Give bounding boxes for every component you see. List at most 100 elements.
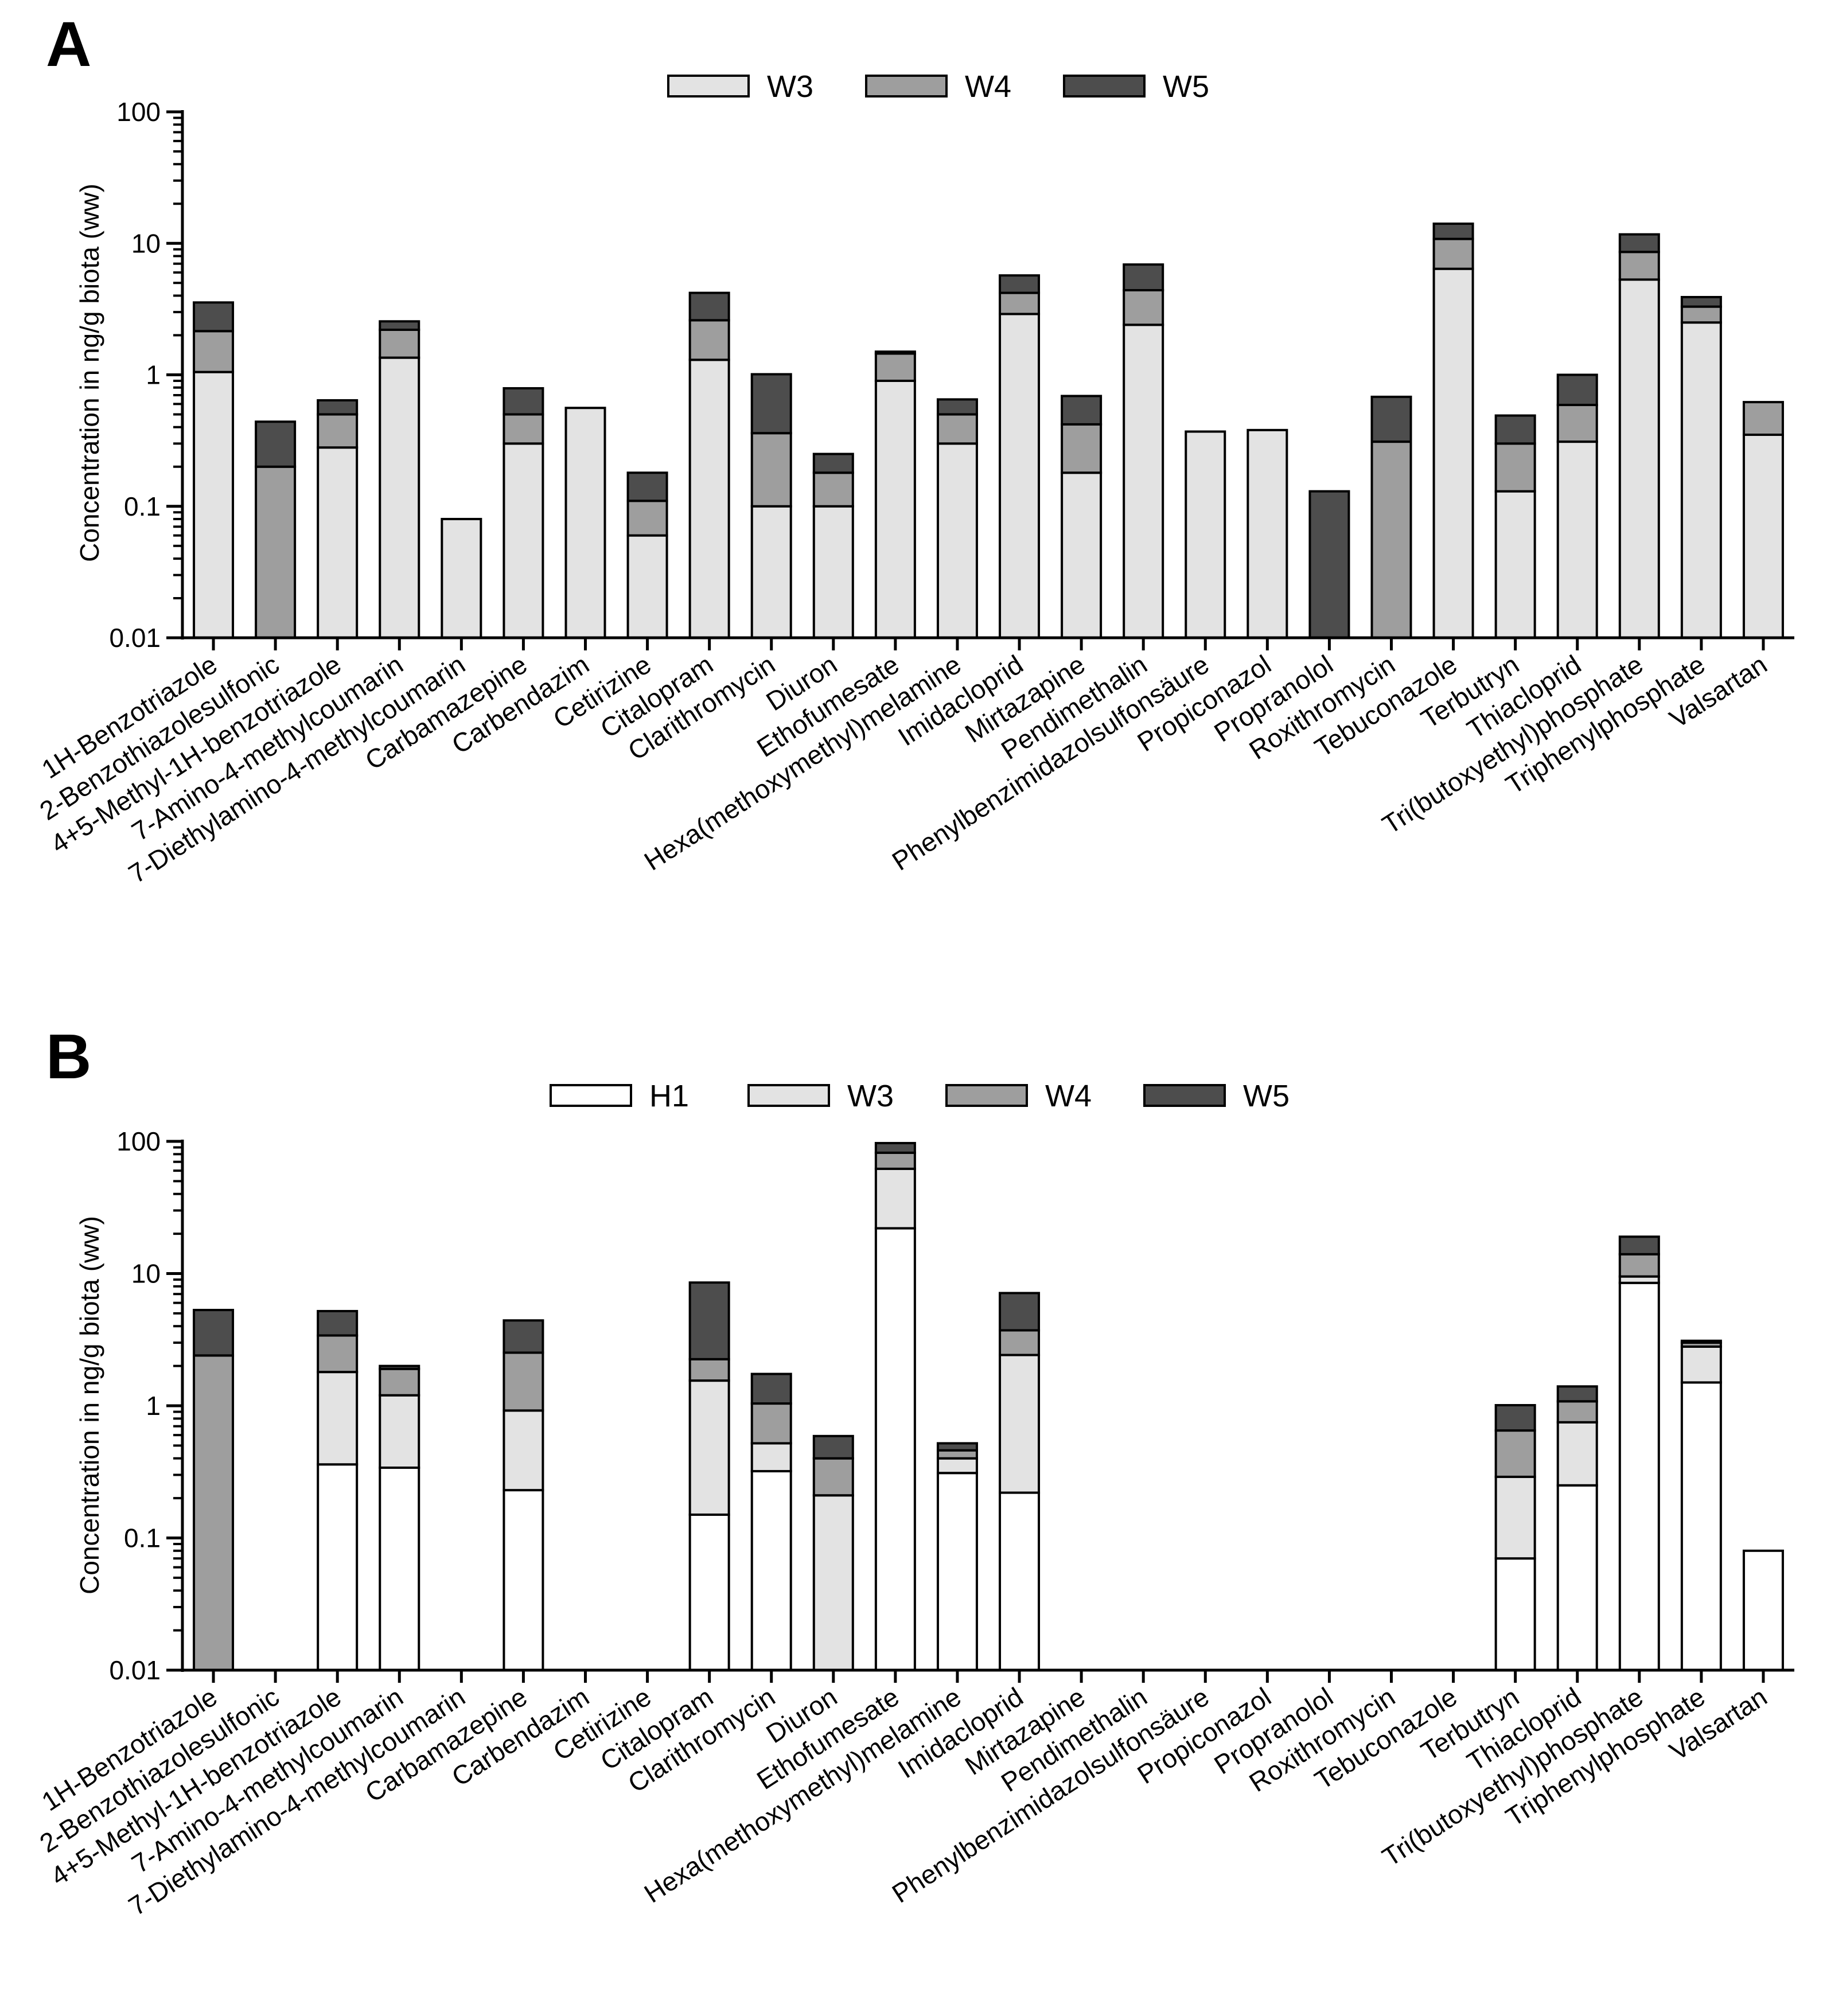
axes-a xyxy=(181,110,1794,650)
pb-bar-ethofumesate-w5 xyxy=(874,1142,916,1154)
pa-bar-carbamazepine-w5 xyxy=(503,387,544,416)
pb-bar-diuron-w4 xyxy=(812,1457,854,1497)
pa-bar-1h-benzotriazole-w3 xyxy=(193,371,235,639)
pa-bar-tebuconazole-w5 xyxy=(1432,223,1474,240)
pb-bar-clarithromycin-w5 xyxy=(750,1372,792,1405)
pb-bar-4-5-methyl-1h-benzotriazole-w5 xyxy=(317,1309,359,1337)
category-labels-a: 1H-Benzotriazole2-Benzothiazolesulfonic4… xyxy=(34,649,1773,889)
pa-bar-cetirizine-w4 xyxy=(626,500,668,537)
legend-b: H1 W3 W4 W5 xyxy=(550,1079,1290,1113)
pa-bar-4-5-methyl-1h-benzotriazole-w3 xyxy=(317,446,359,639)
pa-y-tick-label: 100 xyxy=(116,97,161,127)
pa-bar-tri-butoxyethyl-phosphate-w5 xyxy=(1618,233,1660,254)
pa-bar-thiacloprid-w4 xyxy=(1556,404,1598,443)
pa-bar-triphenylphosphate-w3 xyxy=(1680,321,1722,639)
pa-bar-1h-benzotriazole-w4 xyxy=(193,330,235,373)
pb-bar-thiacloprid-w3 xyxy=(1556,1421,1598,1487)
pa-bar-diuron-w3 xyxy=(812,505,854,639)
pb-bar-thiacloprid-w4 xyxy=(1556,1400,1598,1424)
pa-legend-label-w5: W5 xyxy=(1163,69,1209,104)
pa-bar-propranolol-w5 xyxy=(1308,490,1350,639)
pa-bar-terbutryn-w5 xyxy=(1494,414,1536,445)
pa-bar-terbutryn-w4 xyxy=(1494,442,1536,493)
pb-bar-carbamazepine-w3 xyxy=(503,1409,544,1492)
pa-bar-cetirizine-w5 xyxy=(626,471,668,502)
panel-letter-b: B xyxy=(46,1021,91,1092)
pa-bar-imidacloprid-w4 xyxy=(999,291,1041,315)
pa-bar-roxithromycin-w4 xyxy=(1370,440,1412,639)
pb-bar-7-amino-4-methylcoumarin-w4 xyxy=(379,1367,420,1397)
pb-y-tick-label: 100 xyxy=(116,1126,161,1156)
pb-bar-hexa-methoxymethyl-melamine-w5 xyxy=(936,1442,978,1452)
pa-legend-label-w3: W3 xyxy=(767,69,813,104)
pb-bar-4-5-methyl-1h-benzotriazole-w3 xyxy=(317,1371,359,1466)
pb-bar-carbamazepine-w4 xyxy=(503,1351,544,1412)
pa-bar-thiacloprid-w3 xyxy=(1556,440,1598,639)
panel-a: A W3 W4 W5 Concentration in ng/g biota (ww… xyxy=(34,9,1794,889)
pa-bar-tri-butoxyethyl-phosphate-w4 xyxy=(1618,251,1660,281)
panel-b: B H1 W3 W4 W5 Concentration in ng/g biota (… xyxy=(34,1021,1794,1921)
pa-bar-pendimethalin-w5 xyxy=(1123,263,1164,291)
pb-bar-terbutryn-w4 xyxy=(1494,1429,1536,1478)
pb-bar-hexa-methoxymethyl-melamine-w3 xyxy=(936,1457,978,1475)
pa-bar-citalopram-w5 xyxy=(688,291,730,322)
pb-bar-clarithromycin-w3 xyxy=(750,1442,792,1473)
pb-legend-swatch-w5 xyxy=(1143,1084,1226,1107)
pa-bar-tri-butoxyethyl-phosphate-w3 xyxy=(1618,278,1660,639)
pb-bar-imidacloprid-h1 xyxy=(999,1491,1041,1671)
pa-bar-ethofumesate-w3 xyxy=(874,379,916,639)
pa-bar-hexa-methoxymethyl-melamine-w5 xyxy=(936,398,978,416)
pa-bar-carbamazepine-w4 xyxy=(503,413,544,445)
pb-bar-citalopram-w5 xyxy=(688,1281,730,1360)
pa-bar-phenylbenzimidazolsulfons-ure-w3 xyxy=(1185,430,1226,639)
pa-bar-7-amino-4-methylcoumarin-w4 xyxy=(379,328,420,359)
pb-legend-swatch-h1 xyxy=(550,1084,632,1107)
pb-y-tick-label: 10 xyxy=(131,1259,161,1289)
pa-bar-mirtazapine-w4 xyxy=(1061,423,1103,474)
pb-legend-label-w5: W5 xyxy=(1243,1079,1290,1113)
pa-bar-triphenylphosphate-w5 xyxy=(1680,295,1722,308)
pb-bar-valsartan-h1 xyxy=(1742,1549,1784,1671)
pa-bar-7-amino-4-methylcoumarin-w3 xyxy=(379,356,420,639)
pa-bar-clarithromycin-w5 xyxy=(750,373,792,435)
pa-bar-pendimethalin-w4 xyxy=(1123,288,1164,326)
pb-bar-triphenylphosphate-w5 xyxy=(1680,1339,1722,1344)
pa-bar-tebuconazole-w3 xyxy=(1432,267,1474,639)
pa-bar-4-5-methyl-1h-benzotriazole-w5 xyxy=(317,399,359,416)
pb-legend-swatch-w3 xyxy=(747,1084,830,1107)
pa-bar-pendimethalin-w3 xyxy=(1123,323,1164,639)
pb-y-tick-label: 1 xyxy=(146,1391,161,1421)
pa-bar-2-benzothiazolesulfonic-w5 xyxy=(255,420,297,468)
pa-y-tick-label: 0.01 xyxy=(109,623,161,653)
pb-bar-diuron-w5 xyxy=(812,1434,854,1460)
pa-bar-propiconazol-w3 xyxy=(1247,428,1288,639)
pa-legend-swatch-w4 xyxy=(865,75,948,98)
pb-bar-citalopram-h1 xyxy=(688,1513,730,1671)
pb-bar-triphenylphosphate-h1 xyxy=(1680,1381,1722,1671)
pa-bar-1h-benzotriazole-w5 xyxy=(193,301,235,333)
pb-y-tick-label: 0.1 xyxy=(124,1523,161,1553)
pa-bar-clarithromycin-w4 xyxy=(750,432,792,508)
pa-bar-roxithromycin-w5 xyxy=(1370,395,1412,443)
pb-bar-carbamazepine-w5 xyxy=(503,1319,544,1354)
pb-bar-terbutryn-w5 xyxy=(1494,1404,1536,1432)
pb-legend-swatch-w4 xyxy=(945,1084,1028,1107)
pa-bar-clarithromycin-w3 xyxy=(750,505,792,639)
panel-letter-a: A xyxy=(46,9,91,80)
pa-bar-valsartan-w3 xyxy=(1742,434,1784,639)
pb-legend-label-w3: W3 xyxy=(847,1079,894,1113)
pb-bar-7-amino-4-methylcoumarin-w3 xyxy=(379,1394,420,1469)
pb-bar-thiacloprid-w5 xyxy=(1556,1385,1598,1403)
pb-bar-tri-butoxyethyl-phosphate-w5 xyxy=(1618,1235,1660,1255)
pa-bar-carbendazim-w3 xyxy=(564,407,606,639)
pa-bar-citalopram-w3 xyxy=(688,358,730,639)
pa-bar-tebuconazole-w4 xyxy=(1432,237,1474,270)
pb-bar-carbamazepine-h1 xyxy=(503,1489,544,1672)
pb-bar-7-amino-4-methylcoumarin-h1 xyxy=(379,1466,420,1672)
pb-bar-1h-benzotriazole-w5 xyxy=(193,1309,235,1357)
pb-bar-ethofumesate-w3 xyxy=(874,1167,916,1230)
pa-legend-swatch-w3 xyxy=(667,75,750,98)
y-ticks-a: 0.01 0.1 1 10 100 xyxy=(109,97,182,653)
pb-bar-terbutryn-w3 xyxy=(1494,1475,1536,1560)
y-axis-title-b: Concentration in ng/g biota (ww) xyxy=(75,1216,104,1594)
